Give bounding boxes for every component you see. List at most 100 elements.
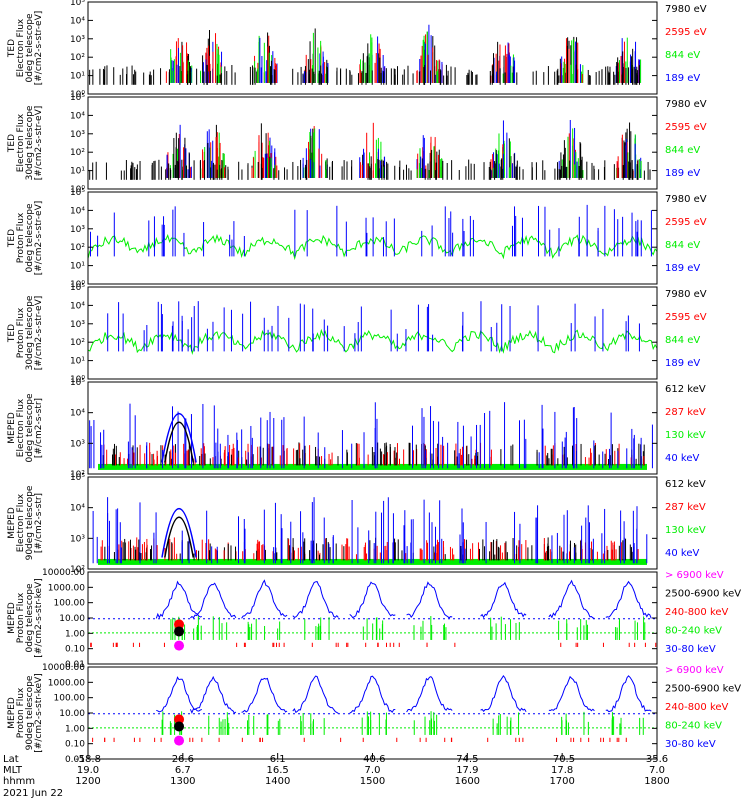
panel-frame xyxy=(87,476,658,570)
y-axis-label-line: [#/cm2-s-str] xyxy=(34,493,44,553)
trace-blob-red xyxy=(174,714,185,725)
x-tick-label: 1700 xyxy=(549,776,574,787)
y-axis-label-line: [#/cm2-s-str-keV] xyxy=(34,578,44,657)
y-tick-label: 10⁵ xyxy=(70,188,85,198)
x-tick-label: 1200 xyxy=(75,776,100,787)
panel-data-meped-p-0 xyxy=(88,579,657,651)
panel-frame xyxy=(87,96,658,190)
panel-meped-p-90: 10000.00 1000.00 100.00 10.00 1.00 0.10 0.01 ME… xyxy=(7,663,741,765)
trace-line-blue xyxy=(406,675,453,713)
trace-line-blue xyxy=(190,582,237,619)
x-row-label-mlt: MLT xyxy=(3,765,23,776)
y-axis-label-line: 0deg telescope xyxy=(25,13,35,83)
panel-data-ted-e-30 xyxy=(89,119,651,180)
legend-black: 7980 eV xyxy=(665,289,707,300)
y-tick-label: 10³ xyxy=(70,130,85,140)
panel-frame xyxy=(87,286,658,380)
x-tick-label: 35.6 xyxy=(646,754,668,765)
panel-frame xyxy=(87,571,658,665)
trace-line-blue xyxy=(241,677,288,713)
y-tick-label: 10⁴ xyxy=(70,16,85,26)
y-axis-label-line: 90deg telescope xyxy=(25,485,35,560)
trace-line-blue xyxy=(480,675,527,713)
y-axis-label-line: Electron Flux xyxy=(16,113,26,172)
x-tick-label: 7.0 xyxy=(365,765,381,776)
legend-blue: 189 eV xyxy=(665,168,700,179)
y-axis-label-line: MEPED xyxy=(7,697,17,729)
panel-data-meped-p-90 xyxy=(88,675,657,746)
x-tick-label: 6.1 xyxy=(270,754,286,765)
legend-red: 287 keV xyxy=(665,502,706,513)
legend-green: 130 keV xyxy=(665,525,706,536)
x-tick-label: 74.5 xyxy=(456,754,478,765)
trace-blob-red xyxy=(174,619,185,630)
panel-frame xyxy=(87,666,658,760)
y-axis-label-line: TED xyxy=(7,39,17,58)
x-tick-label: -58.8 xyxy=(75,754,101,765)
x-tick-label: -40.6 xyxy=(360,754,386,765)
y-tick-label: 10⁵ xyxy=(70,93,85,103)
legend-magenta: > 6900 keV xyxy=(665,570,724,581)
trace-line-blue xyxy=(548,579,595,619)
x-row-label-lat: Lat xyxy=(3,754,19,765)
x-tick-label: 6.7 xyxy=(175,765,191,776)
panel-frame xyxy=(87,191,658,285)
y-axis-label-line: TED xyxy=(7,229,17,248)
legend-red: 240-800 keV xyxy=(665,607,729,618)
panel-meped-p-0: 10000.00 1000.00 100.00 10.00 1.00 0.10 0.01 ME… xyxy=(7,568,741,670)
y-axis-label-line: Proton Flux xyxy=(16,687,26,738)
trace-line-blue xyxy=(605,675,652,713)
y-axis-label-line: [#/cm2-s-str-eV] xyxy=(34,296,44,371)
y-tick-label: 10⁵ xyxy=(70,283,85,293)
y-tick-label: 100.00 xyxy=(54,599,86,609)
y-tick-label: 10² xyxy=(70,338,85,348)
y-axis-label-line: 30deg telescope xyxy=(25,105,35,180)
x-tick-label: 17.8 xyxy=(551,765,573,776)
legend-red: 240-800 keV xyxy=(665,702,729,713)
y-tick-label: 10⁴ xyxy=(70,504,85,514)
legend-blue: 189 eV xyxy=(665,73,700,84)
y-axis-label-line: Proton Flux xyxy=(16,212,26,263)
legend-blue: 189 eV xyxy=(665,263,700,274)
x-tick-label: 1500 xyxy=(360,776,385,787)
legend-black: 612 keV xyxy=(665,479,706,490)
panel-ted-p-30: 10⁵ 10⁴ 10³ 10² 10¹ 10⁰ TED Proton Flux 30deg te… xyxy=(7,283,707,385)
trace-hump-black xyxy=(164,421,195,463)
y-axis-label-line: MEPED xyxy=(7,412,17,444)
y-tick-label: 10¹ xyxy=(70,357,85,367)
y-tick-label: 10² xyxy=(70,565,85,575)
panel-ted-e-0: 10⁵ 10⁴ 10³ 10² 10¹ 10⁰ TED Electron Flux 0deg t… xyxy=(7,0,707,100)
y-tick-label: 100.00 xyxy=(54,694,86,704)
y-tick-label: 10⁰ xyxy=(70,185,85,195)
panel-data-ted-p-0 xyxy=(88,204,657,261)
y-axis-label-line: Proton Flux xyxy=(16,307,26,358)
x-tick-label: 1400 xyxy=(265,776,290,787)
y-axis-label-line: 30deg telescope xyxy=(25,295,35,370)
y-tick-label: 10² xyxy=(70,53,85,63)
y-tick-label: 0.10 xyxy=(65,645,85,655)
trace-line-blue xyxy=(548,675,595,712)
y-tick-label: 10⁵ xyxy=(70,378,85,388)
trace-band-green xyxy=(98,463,647,470)
y-axis-label-line: Electron Flux xyxy=(16,398,26,457)
trace-line-blue xyxy=(292,581,339,618)
panel-data-ted-p-30 xyxy=(88,301,657,355)
y-tick-label: 1000.00 xyxy=(48,678,85,688)
legend-blue: 30-80 keV xyxy=(665,644,716,655)
legend-magenta: > 6900 keV xyxy=(665,665,724,676)
trace-blob-black xyxy=(174,626,185,637)
trace-line-blue xyxy=(349,581,396,619)
x-tick-label: 7.0 xyxy=(649,765,665,776)
y-tick-label: 10³ xyxy=(70,320,85,330)
panel-frame xyxy=(87,1,658,95)
legend-blue: 30-80 keV xyxy=(665,739,716,750)
y-axis-label-line: Electron Flux xyxy=(16,18,26,77)
trace-hump-blue xyxy=(161,507,197,558)
panel-data-ted-e-0 xyxy=(89,24,642,85)
y-axis-label-line: TED xyxy=(7,324,17,343)
legend-black: 2500-6900 keV xyxy=(665,589,741,600)
y-tick-label: 0.01 xyxy=(65,660,85,670)
y-axis-label-line: [#/cm2-s-str-eV] xyxy=(34,201,44,276)
trace-line-green xyxy=(88,233,657,261)
y-tick-label: 10³ xyxy=(70,439,85,449)
